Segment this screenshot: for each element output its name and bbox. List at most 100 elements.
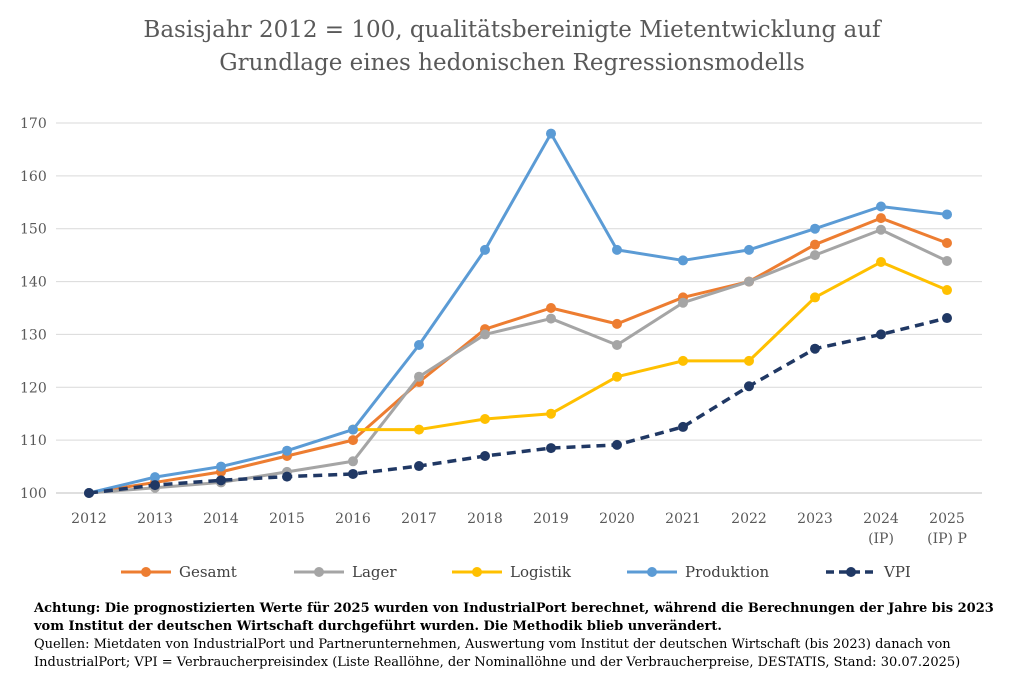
data-point — [414, 461, 424, 472]
legend-label: Gesamt — [179, 563, 237, 581]
data-point — [546, 408, 556, 419]
data-point — [876, 257, 886, 268]
x-tick-label: 2025 (IP) P — [927, 511, 967, 547]
x-tick-label-line: 2024 — [863, 511, 899, 527]
data-point — [480, 329, 490, 340]
series-line — [88, 228, 948, 495]
data-point — [876, 201, 886, 212]
data-point — [876, 329, 886, 340]
legend-label: Produktion — [685, 563, 770, 581]
x-tick-label-line: 2017 — [401, 511, 437, 527]
y-tick-label: 170 — [20, 116, 47, 132]
x-tick-label-line: (IP) — [868, 531, 894, 547]
x-tick-label-line: 2023 — [797, 511, 833, 527]
legend-item-lager: Lager — [294, 563, 397, 581]
data-point — [612, 244, 622, 255]
data-point — [942, 255, 952, 266]
legend-label: Lager — [352, 563, 397, 581]
x-tick-label-line: 2021 — [665, 511, 701, 527]
data-point — [546, 303, 556, 313]
series-lines — [84, 128, 952, 498]
y-tick-label: 160 — [20, 169, 47, 185]
x-tick-label: 2021 — [665, 511, 701, 527]
data-point — [942, 237, 952, 248]
legend-marker — [647, 567, 657, 577]
series-line — [353, 260, 948, 432]
x-tick-label: 2023 — [797, 511, 833, 527]
data-point — [744, 244, 754, 255]
series-produktion — [84, 128, 952, 498]
x-tick-label: 2024 (IP) — [863, 511, 899, 547]
x-tick-label: 2020 — [599, 511, 635, 527]
x-tick-label: 2014 — [203, 511, 239, 527]
legend-label: VPI — [883, 563, 911, 581]
x-tick-label-line: 2014 — [203, 511, 239, 527]
x-tick-label-line: 2015 — [269, 511, 305, 527]
source-note: Quellen: Mietdaten von IndustrialPort un… — [34, 637, 961, 670]
series-gesamt — [84, 213, 952, 498]
y-tick-label: 150 — [20, 222, 47, 238]
y-tick-label: 140 — [20, 275, 47, 291]
x-tick-label-line: 2020 — [599, 511, 635, 527]
data-point — [744, 381, 754, 392]
legend-item-vpi: VPI — [826, 563, 911, 581]
x-tick-label-line: 2013 — [137, 511, 173, 527]
methodology-note: Achtung: Die prognostizierten Werte für … — [34, 601, 994, 634]
series-line — [88, 132, 948, 495]
data-point — [810, 343, 820, 354]
data-point — [612, 371, 622, 382]
legend-item-produktion: Produktion — [627, 563, 770, 581]
data-point — [282, 471, 292, 482]
data-point — [942, 313, 952, 324]
x-tick-label: 2012 — [71, 511, 107, 527]
x-tick-label: 2015 — [269, 511, 305, 527]
data-point — [744, 355, 754, 366]
data-point — [942, 209, 952, 220]
data-point — [678, 355, 688, 366]
data-point — [414, 424, 424, 435]
data-point — [546, 313, 556, 324]
x-tick-label: 2013 — [137, 511, 173, 527]
data-point — [678, 297, 688, 308]
x-tick-label-line: 2022 — [731, 511, 767, 527]
legend-item-logistik: Logistik — [452, 563, 572, 581]
data-point — [810, 250, 820, 261]
axes: 100 110 120 130 140 150 160 170 2012 2013 2014 2015… — [20, 116, 967, 547]
data-point — [876, 224, 886, 235]
chart-title: Basisjahr 2012 = 100, qualitätsbereinigt… — [0, 14, 1024, 80]
data-point — [150, 480, 160, 491]
series-line — [88, 316, 948, 495]
series-lager — [84, 224, 952, 498]
series-vpi — [84, 313, 952, 498]
data-point — [348, 468, 358, 479]
x-tick-label-line: (IP) P — [927, 531, 967, 547]
chart-notes: Achtung: Die prognostizierten Werte für … — [34, 600, 994, 672]
y-tick-label: 130 — [20, 327, 47, 343]
chart-title-line-2: Grundlage eines hedonischen Regressionsm… — [219, 50, 805, 76]
data-point — [744, 276, 754, 287]
x-tick-label-line: 2012 — [71, 511, 107, 527]
data-point — [678, 421, 688, 432]
chart-title-line-1: Basisjahr 2012 = 100, qualitätsbereinigt… — [143, 17, 881, 43]
series-line — [88, 216, 948, 495]
y-tick-label: 120 — [20, 380, 47, 396]
data-point — [348, 456, 358, 467]
legend-item-gesamt: Gesamt — [121, 563, 237, 581]
x-tick-label-line: 2019 — [533, 511, 569, 527]
data-point — [216, 475, 226, 486]
data-point — [810, 223, 820, 234]
x-tick-label-line: 2016 — [335, 511, 371, 527]
legend-marker — [141, 567, 151, 577]
data-point — [678, 255, 688, 266]
x-tick-label: 2022 — [731, 511, 767, 527]
data-point — [810, 292, 820, 303]
data-point — [84, 488, 94, 498]
data-point — [480, 451, 490, 461]
y-tick-label: 110 — [20, 433, 47, 449]
data-point — [348, 435, 358, 446]
legend-marker — [472, 567, 482, 577]
data-point — [216, 461, 226, 472]
data-point — [546, 443, 556, 454]
data-point — [150, 472, 160, 483]
grid-lines — [56, 122, 982, 494]
